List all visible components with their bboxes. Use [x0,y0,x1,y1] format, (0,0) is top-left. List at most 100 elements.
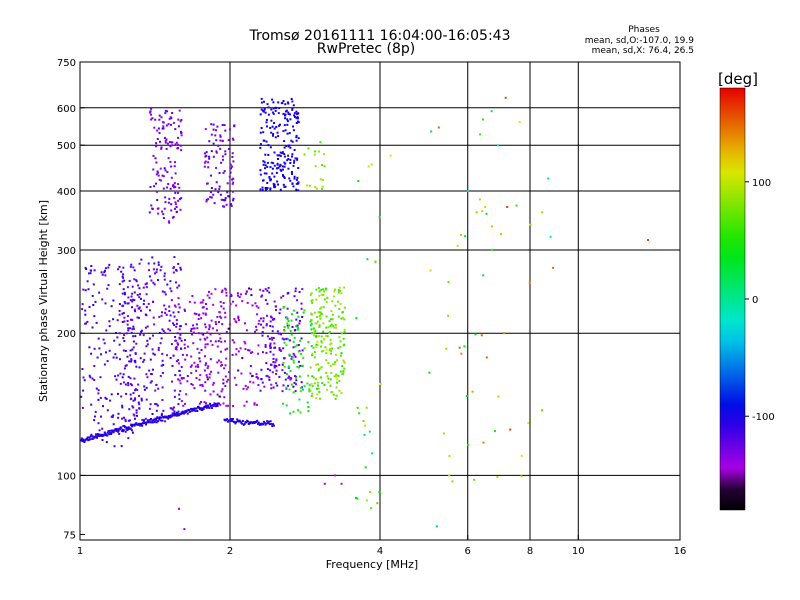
data-point [325,371,328,374]
data-point [118,309,121,312]
data-point [287,291,290,294]
data-point [308,388,311,391]
data-point [159,374,162,377]
data-point [173,256,176,259]
data-point [135,411,138,414]
data-point [84,266,87,269]
data-point [85,322,87,325]
data-point [310,328,313,331]
data-point [159,269,162,272]
data-point [284,110,287,113]
data-point [218,185,221,188]
data-point [291,356,294,359]
data-point [254,302,257,305]
data-point [339,370,342,373]
data-point [169,287,172,290]
data-point [310,345,313,348]
data-point [295,182,298,185]
data-point [287,167,290,170]
data-point [314,331,317,334]
data-point [264,111,267,114]
data-point [134,398,136,401]
data-point [222,307,225,310]
data-point [177,410,180,413]
data-point [294,115,296,118]
data-point [83,441,86,443]
data-point [176,412,179,415]
data-point [330,342,333,345]
data-point [173,412,176,415]
data-point [101,273,104,276]
data-point [231,178,234,181]
data-point [162,363,165,366]
data-point [239,347,242,350]
data-point [285,338,288,340]
data-point [160,314,163,317]
data-point [295,376,298,379]
data-point [178,198,181,200]
data-point [285,387,288,390]
data-point [286,123,289,126]
data-point [93,379,96,381]
data-point [147,302,150,305]
data-point [298,322,301,325]
data-point [294,287,297,290]
data-point [115,356,118,359]
data-point [243,423,246,425]
data-point [161,174,164,177]
data-point [315,335,317,338]
data-point [107,284,110,287]
data-point [178,186,181,189]
stats-line-o: mean, sd,O:-107.0, 19.9 [585,36,695,46]
data-point [82,389,85,392]
data-point [237,369,240,372]
data-point [164,109,167,112]
data-point [255,328,258,331]
data-point [205,154,208,157]
data-point [165,138,168,141]
data-point [437,126,440,129]
data-point [178,398,181,401]
data-point [133,278,136,281]
data-point [366,258,369,261]
data-point [265,374,268,377]
data-point [112,356,115,359]
data-point [208,324,211,327]
data-point [301,316,304,318]
data-point [161,399,164,401]
data-point [293,336,296,339]
data-point [169,329,172,332]
data-point [364,466,367,469]
data-point [328,349,331,351]
data-point [168,319,171,322]
data-point [273,127,276,130]
data-point [161,419,164,422]
data-point [266,335,269,338]
data-point [129,427,132,430]
data-point [491,248,494,251]
data-point [204,355,206,358]
data-point [186,375,189,377]
data-point [199,374,202,377]
data-point [164,196,167,199]
data-point [271,111,274,114]
data-point [291,100,294,103]
data-point [164,293,167,296]
data-point [289,179,292,182]
data-point [214,288,217,291]
data-point [128,279,131,282]
data-point [175,360,178,363]
data-point [295,188,298,191]
data-point [175,339,178,342]
data-point [309,320,312,323]
data-point [334,474,337,477]
colorbar-tick-label: 0 [752,295,758,306]
colorbar-tick-label: 100 [752,178,771,189]
data-point [156,129,159,132]
data-point [189,365,192,368]
data-point [264,423,267,426]
data-point [173,410,176,413]
data-point [325,315,328,318]
data-point [322,153,325,156]
data-point [270,363,273,366]
